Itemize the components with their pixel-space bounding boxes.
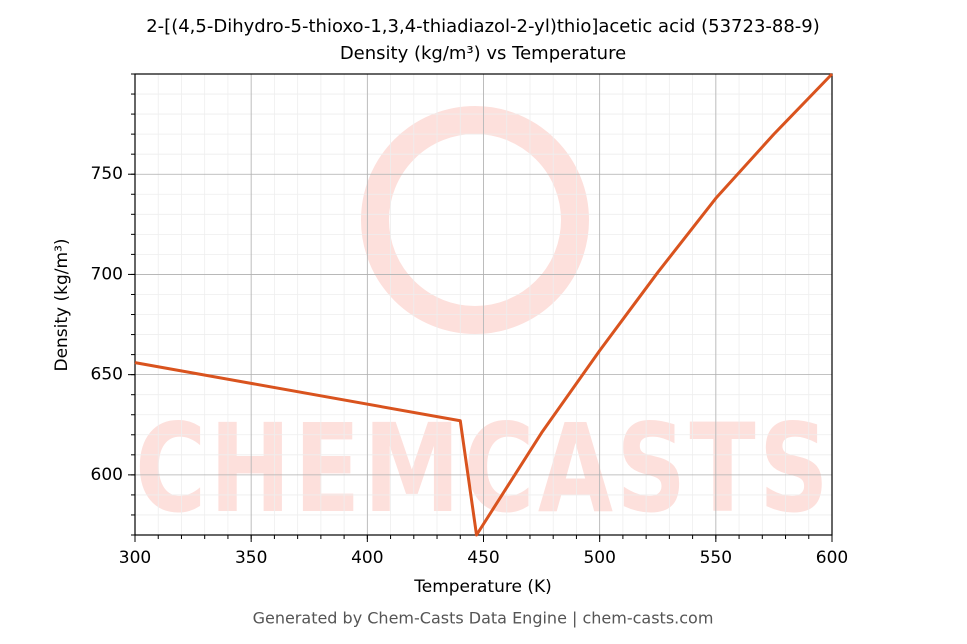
- footer: Generated by Chem-Casts Data Engine | ch…: [253, 609, 714, 628]
- plot-frame: [134, 73, 833, 536]
- watermark-logo: [361, 106, 589, 334]
- y-tick-label: 650: [91, 365, 123, 385]
- chart-title: 2-[(4,5-Dihydro-5-thioxo-1,3,4-thiadiazo…: [146, 16, 820, 37]
- x-tick-label: 550: [700, 548, 732, 568]
- y-tick-label: 750: [91, 164, 123, 184]
- x-tick-label: 500: [583, 548, 615, 568]
- x-tick-label: 600: [816, 548, 848, 568]
- y-axis-label: Density (kg/m³): [52, 238, 72, 371]
- data-line: [134, 72, 834, 537]
- x-tick-label: 450: [467, 548, 499, 568]
- x-tick-label: 400: [351, 548, 383, 568]
- watermark: CHEMCASTS: [135, 398, 832, 540]
- x-tick-label: 300: [119, 548, 151, 568]
- x-tick-label: 350: [235, 548, 267, 568]
- chart-subtitle: Density (kg/m³) vs Temperature: [340, 43, 626, 64]
- x-axis-label: Temperature (K): [413, 577, 552, 597]
- y-tick-label: 700: [91, 264, 123, 284]
- y-tick-label: 600: [91, 465, 123, 485]
